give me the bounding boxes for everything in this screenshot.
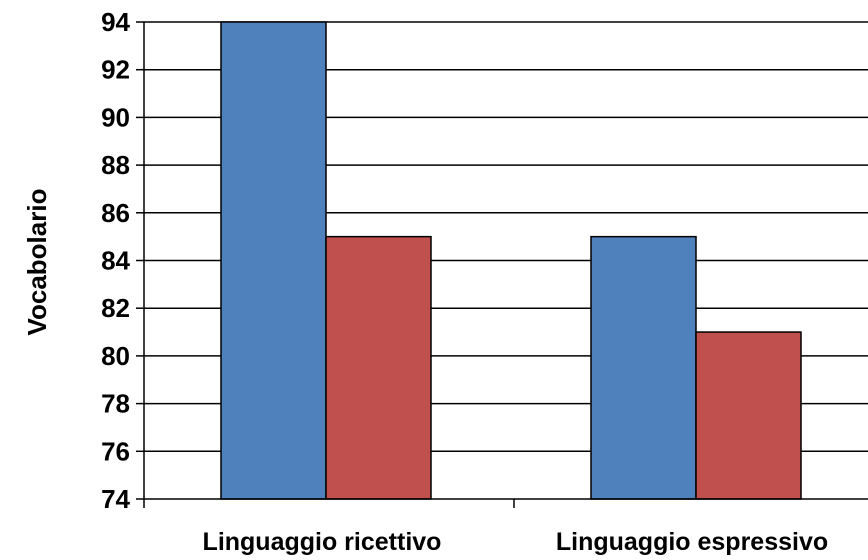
x-tick-label: Linguaggio ricettivo xyxy=(203,528,442,556)
y-tick-label: 80 xyxy=(101,341,130,371)
bar xyxy=(325,235,432,500)
y-tick-label: 88 xyxy=(101,150,130,180)
y-tick-label: 82 xyxy=(101,293,130,323)
y-tick-label: 74 xyxy=(101,484,130,514)
y-axis-title: Vocabolario xyxy=(22,189,52,336)
y-tick-label: 84 xyxy=(101,246,130,276)
y-tick-label: 94 xyxy=(101,7,130,37)
y-tick-label: 90 xyxy=(101,102,130,132)
bar xyxy=(220,21,327,500)
y-tick-label: 76 xyxy=(101,436,130,466)
y-ticks: 74 76 78 80 82 84 86 88 90 92 94 xyxy=(101,7,144,514)
bar xyxy=(590,235,697,500)
x-ticks: Linguaggio ricettivo Linguaggio espressiv… xyxy=(143,499,828,556)
y-tick-label: 78 xyxy=(101,389,130,419)
bar xyxy=(695,331,802,500)
x-tick-label: Linguaggio espressivo xyxy=(556,528,828,556)
y-tick-label: 86 xyxy=(101,198,130,228)
y-tick-label: 92 xyxy=(101,55,130,85)
